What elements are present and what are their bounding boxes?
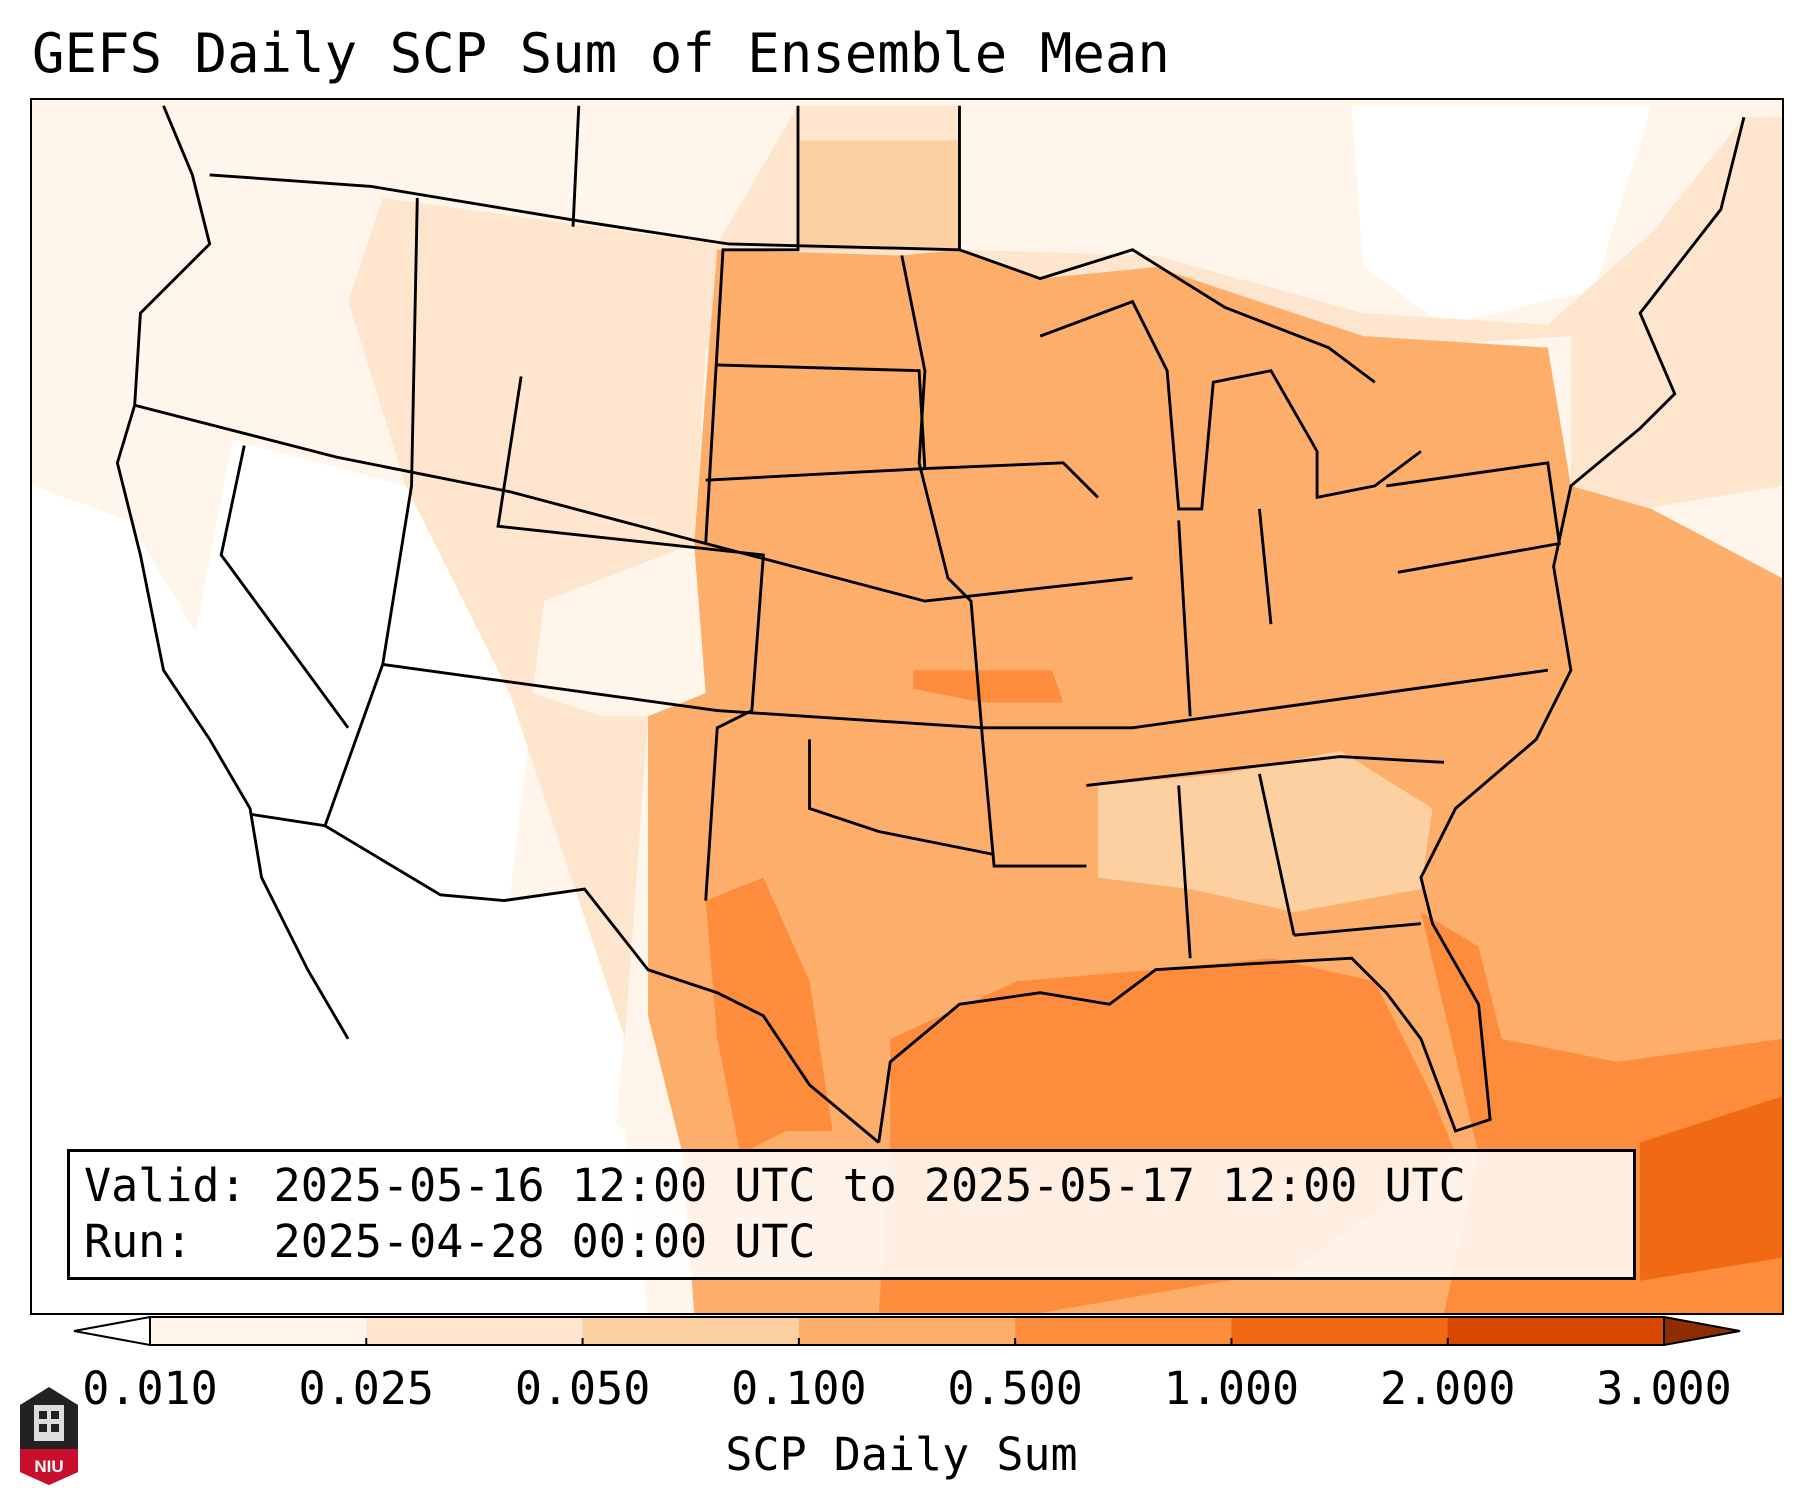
boundaries [115, 105, 1746, 1144]
scp-map [32, 100, 1782, 1313]
run-label: Run: [84, 1215, 193, 1268]
great-lakes [1039, 299, 1422, 511]
state-line-1 [134, 403, 1133, 603]
colorbar-segment [1015, 1317, 1232, 1345]
valid-run-info-box: Valid: 2025-05-16 12:00 UTC to 2025-05-1… [67, 1149, 1636, 1280]
state-line-5 [496, 376, 765, 901]
valid-value: 2025-05-16 12:00 UTC to 2025-05-17 12:00… [273, 1159, 1466, 1212]
us-mexico-border [249, 812, 880, 1144]
colorbar-label: SCP Daily Sum [725, 1428, 1078, 1481]
run-value: 2025-04-28 00:00 UTC [273, 1215, 816, 1268]
field-white-west [32, 439, 625, 1313]
colorbar-segment [1231, 1317, 1449, 1345]
coastline-west [115, 105, 350, 1040]
gulf-coast [877, 116, 1746, 1143]
state-line-3 [219, 445, 350, 729]
state-line-4 [323, 197, 419, 827]
colorbar-tick-label: 0.010 [82, 1362, 218, 1415]
field-light-patch [797, 140, 960, 250]
field-kansas-patch [913, 670, 1064, 703]
colorbar-tick-label: 0.050 [514, 1362, 651, 1415]
colorbar [73, 1316, 1741, 1346]
canada-border [209, 173, 1376, 384]
field-white-north [1351, 105, 1652, 325]
field-south-texas [705, 877, 833, 1155]
niu-logo: NIU [20, 1387, 78, 1485]
state-line-13 [1177, 520, 1192, 717]
state-line-6 [571, 105, 581, 227]
valid-label: Valid: [84, 1159, 247, 1212]
colorbar-tick-label: 1.000 [1163, 1362, 1300, 1415]
state-line-19 [1086, 755, 1445, 787]
colorbar-segment [798, 1317, 1016, 1345]
colorbar-segment [366, 1317, 584, 1345]
state-line-16 [1258, 773, 1296, 936]
colorbar-segment [582, 1317, 800, 1345]
field-caribbean [1640, 1096, 1782, 1281]
colorbar-segment [150, 1317, 367, 1345]
state-line-17 [1386, 461, 1561, 574]
state-line-18 [1293, 922, 1422, 937]
colorbar-tick-label: 2.000 [1379, 1362, 1516, 1415]
colorbar-extend-high [1663, 1316, 1741, 1346]
state-line-12 [924, 461, 1099, 499]
field-light [348, 105, 1782, 1039]
colorbar-extend-low [73, 1316, 151, 1346]
colorbar-segment [1447, 1317, 1665, 1345]
chart-title: GEFS Daily SCP Sum of Ensemble Mean [32, 22, 1170, 85]
state-line-7 [704, 105, 800, 544]
colorbar-tick-label: 0.100 [731, 1362, 867, 1415]
colorbar-frame [149, 1316, 1665, 1346]
colorbar-tick-label: 0.025 [298, 1362, 435, 1415]
colorbar-tick-label: 3.000 [1596, 1362, 1732, 1415]
state-line-14 [1257, 508, 1273, 625]
map-panel [30, 98, 1784, 1315]
colorbar-tick-label: 0.500 [947, 1362, 1083, 1415]
logo-text: NIU [34, 1457, 63, 1476]
state-line-10 [900, 255, 1087, 868]
state-line-15 [1177, 785, 1192, 959]
field-southeast-lighter [1097, 750, 1433, 913]
state-line-11 [808, 739, 995, 856]
